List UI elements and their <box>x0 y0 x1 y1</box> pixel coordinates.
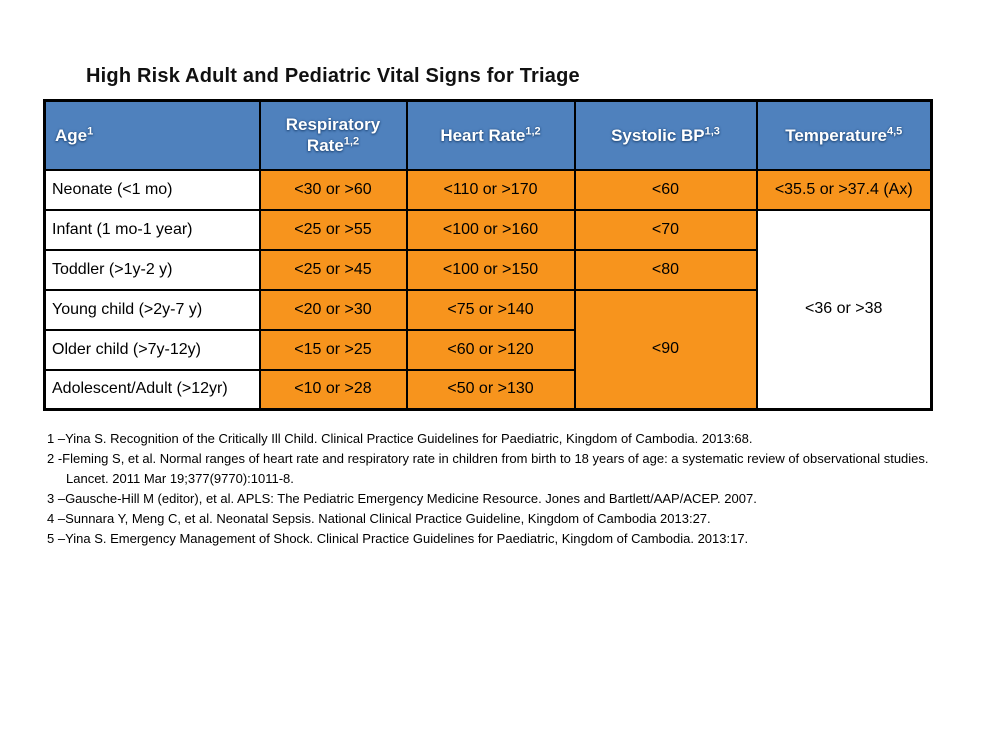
heart-rate-cell: <60 or >120 <box>405 328 576 371</box>
heart-rate-cell: <100 or >160 <box>405 208 576 251</box>
footnote-1: 1 –Yina S. Recognition of the Critically… <box>47 431 753 446</box>
column-header-age: Age1 <box>43 99 261 171</box>
heart-rate-cell: <100 or >150 <box>405 248 576 291</box>
header-superscript: 1 <box>87 124 94 137</box>
systolic-bp-cell: <70 <box>573 208 758 251</box>
table-row-older-child: Older child (>7y-12y) <15 or >25 <60 or … <box>43 328 932 371</box>
header-label: Systolic BP <box>611 125 705 145</box>
footnote-5: 5 –Yina S. Emergency Management of Shock… <box>47 531 749 546</box>
footnotes: 1 –Yina S. Recognition of the Critically… <box>47 429 949 549</box>
table-row-young-child: Young child (>2y-7 y) <20 or >30 <75 or … <box>43 288 932 411</box>
age-cell: Infant (1 mo-1 year) <box>43 208 261 251</box>
systolic-bp-merged-cell: <90 <box>573 288 758 411</box>
table-row-toddler: Toddler (>1y-2 y) <25 or >45 <100 or >15… <box>43 248 932 291</box>
vital-signs-table: Age1 Respiratory Rate1,2 Heart Rate1,2 S… <box>43 99 933 411</box>
page-title: High Risk Adult and Pediatric Vital Sign… <box>86 65 580 87</box>
header-superscript: 1,3 <box>704 124 720 137</box>
systolic-bp-cell: <80 <box>573 248 758 291</box>
footnote-2: 2 -Fleming S, et al. Normal ranges of he… <box>47 451 929 486</box>
systolic-bp-cell: <60 <box>573 168 758 211</box>
header-label: Heart Rate <box>440 125 526 145</box>
header-superscript: 1,2 <box>343 135 360 148</box>
age-cell: Older child (>7y-12y) <box>43 328 261 371</box>
heart-rate-cell: <75 or >140 <box>405 288 576 331</box>
header-label: Temperature <box>785 125 887 145</box>
header-label: Respiratory Rate <box>285 115 381 156</box>
column-header-systolic-bp: Systolic BP1,3 <box>573 99 758 171</box>
header-row: Age1 Respiratory Rate1,2 Heart Rate1,2 S… <box>43 99 933 171</box>
footnote-3: 3 –Gausche-Hill M (editor), et al. APLS:… <box>47 491 757 506</box>
respiratory-rate-cell: <15 or >25 <box>258 328 408 371</box>
table-row-adolescent-adult: Adolescent/Adult (>12yr) <10 or >28 <50 … <box>43 368 932 411</box>
heart-rate-cell: <50 or >130 <box>405 368 576 411</box>
respiratory-rate-cell: <25 or >55 <box>258 208 408 251</box>
table-row-neonate: Neonate (<1 mo) <30 or >60 <110 or >170 … <box>43 168 933 211</box>
respiratory-rate-cell: <20 or >30 <box>258 288 408 331</box>
header-superscript: 1,2 <box>525 124 541 137</box>
header-superscript: 4,5 <box>886 124 903 137</box>
age-cell: Adolescent/Adult (>12yr) <box>43 368 261 411</box>
footnote-4: 4 –Sunnara Y, Meng C, et al. Neonatal Se… <box>47 511 711 526</box>
heart-rate-cell: <110 or >170 <box>405 168 576 211</box>
temperature-cell: <35.5 or >37.4 (Ax) <box>755 168 933 211</box>
age-cell: Toddler (>1y-2 y) <box>43 248 261 291</box>
column-header-temperature: Temperature4,5 <box>755 99 933 171</box>
table-row-infant: Infant (1 mo-1 year) <25 or >55 <100 or … <box>43 208 933 411</box>
column-header-heart-rate: Heart Rate1,2 <box>405 99 576 171</box>
respiratory-rate-cell: <10 or >28 <box>258 368 408 411</box>
age-cell: Neonate (<1 mo) <box>43 168 261 211</box>
temperature-merged-cell: <36 or >38 <box>755 208 933 411</box>
respiratory-rate-cell: <30 or >60 <box>258 168 408 211</box>
respiratory-rate-cell: <25 or >45 <box>258 248 408 291</box>
header-label: Age <box>55 125 88 145</box>
column-header-respiratory-rate: Respiratory Rate1,2 <box>258 99 408 171</box>
age-cell: Young child (>2y-7 y) <box>43 288 261 331</box>
